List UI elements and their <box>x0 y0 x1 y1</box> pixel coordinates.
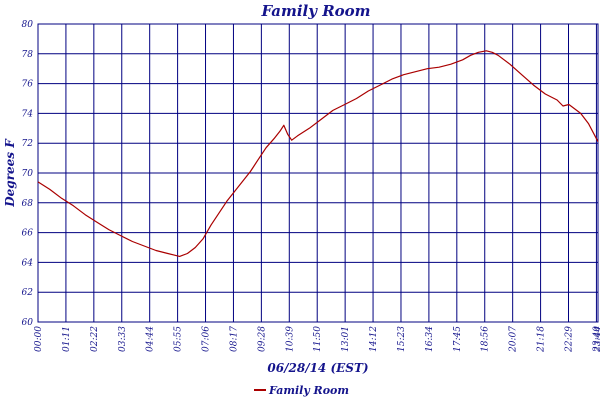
x-tick-label: 18:56 <box>481 326 491 352</box>
series-layer <box>37 50 599 257</box>
x-tick-label: 22:29 <box>565 326 575 353</box>
y-tick-label: 70 <box>22 169 34 179</box>
series-line <box>37 50 599 257</box>
x-tick-label: 13:01 <box>341 326 351 352</box>
y-tick-label: 72 <box>22 139 34 149</box>
x-tick-label: 03:33 <box>118 326 128 352</box>
grid <box>37 23 599 323</box>
x-tick-label: 16:34 <box>425 326 435 352</box>
x-tick-label: 15:23 <box>397 326 407 352</box>
y-tick-label: 64 <box>22 258 34 268</box>
y-tick-label: 66 <box>22 229 34 239</box>
y-tick-label: 74 <box>22 109 34 119</box>
y-tick-label: 62 <box>22 288 34 298</box>
x-tick-label: 00:00 <box>34 326 44 352</box>
y-axis-title: Degrees F <box>3 138 17 208</box>
x-tick-label: 20:07 <box>509 326 519 353</box>
x-axis-title: 06/28/14 (EST) <box>267 361 368 375</box>
x-tick-label: 23:44 <box>594 326 600 353</box>
x-tick-label: 23:40 <box>592 326 600 353</box>
x-tick-label: 02:22 <box>90 326 100 352</box>
x-tick-label: 17:45 <box>453 326 463 352</box>
y-tick-label: 60 <box>22 318 34 328</box>
y-tick-label: 68 <box>22 199 34 209</box>
x-tick-label: 05:55 <box>174 326 184 352</box>
x-tick-labels: 00:00 01:11 02:22 03:33 04:44 05:55 07:06 08:17… <box>34 326 600 353</box>
x-tick-label: 10:39 <box>285 326 295 352</box>
x-tick-label: 14:12 <box>369 326 379 352</box>
legend-label: Family Room <box>268 384 349 397</box>
x-tick-label: 11:50 <box>313 326 323 352</box>
plot-frame <box>37 23 599 323</box>
chart-title: Family Room <box>260 2 370 20</box>
y-tick-labels: 60 62 64 66 68 70 72 74 76 78 80 <box>22 20 34 328</box>
y-tick-label: 80 <box>22 20 34 30</box>
y-tick-label: 76 <box>22 80 34 90</box>
x-tick-label: 21:18 <box>537 326 547 353</box>
x-tick-label: 07:06 <box>202 326 212 352</box>
x-tick-label: 04:44 <box>146 326 156 352</box>
y-tick-label: 78 <box>22 50 34 60</box>
x-tick-label: 01:11 <box>62 326 72 352</box>
x-tick-label: 08:17 <box>229 326 239 352</box>
legend: Family Room <box>254 384 349 397</box>
x-tick-label: 09:28 <box>257 326 267 352</box>
